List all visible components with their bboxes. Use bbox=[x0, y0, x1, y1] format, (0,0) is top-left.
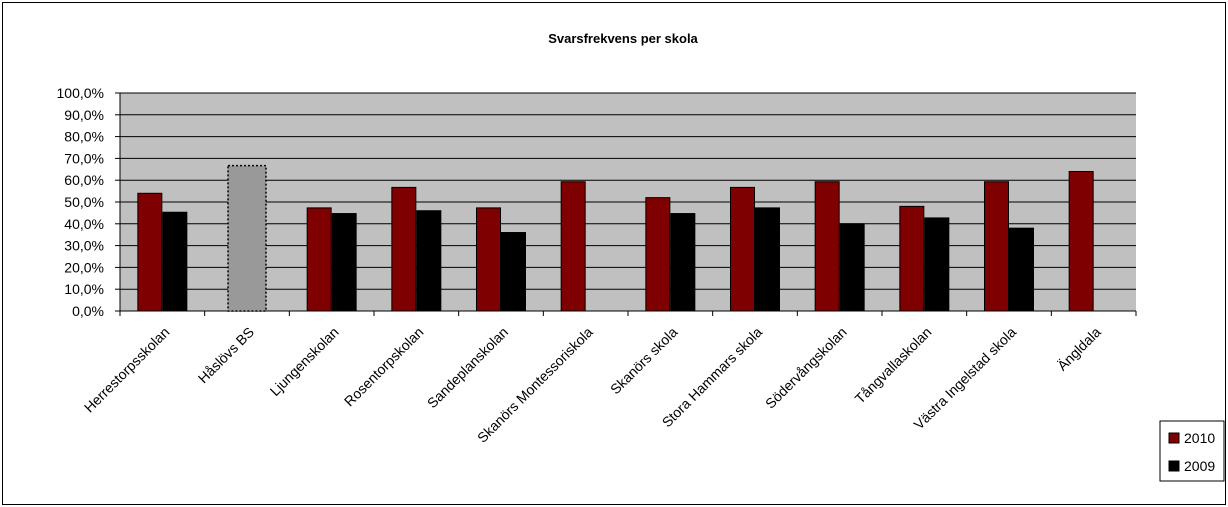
bar-2009 bbox=[1009, 227, 1034, 312]
y-tick-label: 100,0% bbox=[57, 85, 104, 101]
bar-2009 bbox=[501, 232, 526, 312]
legend-swatch-2010 bbox=[1168, 432, 1180, 444]
y-tick-label: 10,0% bbox=[64, 281, 104, 297]
chart-title: Svarsfrekvens per skola bbox=[548, 31, 698, 46]
bar-2009 bbox=[755, 207, 780, 312]
legend-swatch-2009 bbox=[1168, 460, 1180, 472]
y-tick-label: 40,0% bbox=[64, 216, 104, 232]
bar-2009 bbox=[162, 211, 188, 312]
y-tick-label: 60,0% bbox=[64, 172, 104, 188]
bar-highlight bbox=[227, 164, 267, 312]
bar-2010 bbox=[899, 205, 925, 312]
y-tick-label: 0,0% bbox=[72, 303, 104, 319]
bar-2010 bbox=[730, 186, 755, 312]
bar-2010 bbox=[984, 181, 1009, 312]
legend-label-2009: 2009 bbox=[1184, 458, 1215, 474]
bar-2009 bbox=[839, 223, 865, 312]
y-tick-label: 90,0% bbox=[64, 107, 104, 123]
bar-2010 bbox=[391, 186, 417, 312]
y-tick-label: 80,0% bbox=[64, 129, 104, 145]
y-tick-label: 70,0% bbox=[64, 150, 104, 166]
bar-2009 bbox=[670, 213, 696, 312]
y-tick-label: 30,0% bbox=[64, 238, 104, 254]
bar-2010 bbox=[137, 192, 163, 312]
bar-2009 bbox=[924, 217, 950, 312]
bar-2009 bbox=[416, 210, 442, 312]
legend-label-2010: 2010 bbox=[1184, 430, 1215, 446]
bar-2010 bbox=[1068, 170, 1094, 312]
bar-2009 bbox=[331, 213, 357, 312]
bar-2010 bbox=[306, 207, 332, 312]
y-tick-label: 20,0% bbox=[64, 259, 104, 275]
bar-2010 bbox=[476, 207, 501, 312]
legend: 2010 2009 bbox=[1159, 420, 1225, 482]
y-tick-label: 50,0% bbox=[64, 194, 104, 210]
bar-2010 bbox=[560, 181, 586, 312]
bar-2010 bbox=[645, 197, 671, 312]
bar-2010 bbox=[814, 181, 840, 312]
